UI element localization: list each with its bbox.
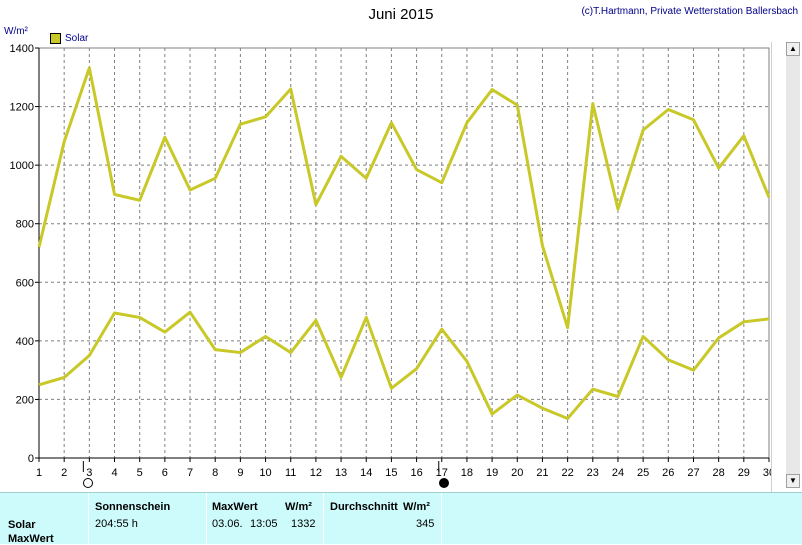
full-moon-icon [438, 478, 449, 488]
x-tick-label: 28 [713, 467, 725, 479]
sunshine-header: Sonnenschein [95, 501, 171, 513]
y-tick-label: 0 [28, 453, 34, 465]
y-tick-label: 800 [16, 219, 34, 231]
y-tick-label: 1200 [10, 102, 34, 114]
axes [35, 47, 770, 472]
x-tick-label: 25 [637, 467, 649, 479]
y-tick-label: 200 [16, 394, 34, 406]
x-tick-label: 14 [360, 467, 372, 479]
x-tick-label: 4 [111, 467, 117, 479]
chart-title: Juni 2015 [368, 6, 434, 23]
x-tick-label: 23 [587, 467, 599, 479]
x-tick-label: 24 [612, 467, 624, 479]
row-label-maxwert: MaxWert [8, 533, 54, 545]
grid-lines [39, 48, 769, 458]
y-tick-label: 1000 [10, 160, 34, 172]
x-tick-label: 10 [259, 467, 271, 479]
x-tick-label: 20 [511, 467, 523, 479]
scroll-track[interactable] [786, 56, 800, 474]
row-label-solar: Solar [8, 519, 36, 531]
x-tick-label: 7 [187, 467, 193, 479]
x-tick-label: 9 [237, 467, 243, 479]
avg-header: Durchschnitt [330, 501, 398, 513]
x-tick-label: 13 [335, 467, 347, 479]
x-tick-label: 15 [385, 467, 397, 479]
y-tick-label: 600 [16, 277, 34, 289]
x-tick-label: 27 [687, 467, 699, 479]
y-tick-label: 1400 [10, 43, 34, 55]
x-tick-label: 11 [285, 467, 296, 479]
scroll-down-button[interactable]: ▼ [786, 474, 800, 488]
scroll-up-button[interactable]: ▲ [786, 42, 800, 56]
max-unit: W/m² [285, 501, 312, 513]
max-time: 13:05 [250, 518, 278, 530]
vertical-scrollbar[interactable]: ▲ ▼ [771, 42, 802, 492]
max-header: MaxWert [212, 501, 258, 513]
x-tick-label: 21 [536, 467, 548, 479]
y-axis-unit: W/m² [4, 26, 28, 37]
x-tick-label: 1 [36, 467, 42, 479]
new-moon-icon [83, 478, 94, 488]
x-tick-label: 5 [137, 467, 143, 479]
sunshine-value: 204:55 h [95, 518, 138, 530]
legend-swatch [50, 33, 61, 44]
avg-unit: W/m² [403, 501, 430, 513]
legend-label: Solar [65, 33, 89, 44]
legend: Solar [50, 33, 88, 44]
x-tick-label: 22 [561, 467, 573, 479]
x-tick-label: 2 [61, 467, 67, 479]
x-tick-label: 12 [310, 467, 322, 479]
series-lines [37, 66, 771, 420]
max-value: 1332 [291, 518, 316, 530]
plot-area [38, 47, 770, 459]
series-line-max [37, 66, 771, 330]
copyright-text: (c)T.Hartmann, Private Wetterstation Bal… [581, 6, 798, 17]
max-date: 03.06. [212, 518, 243, 530]
x-tick-label: 6 [162, 467, 168, 479]
x-tick-label: 8 [212, 467, 218, 479]
x-tick-label: 19 [486, 467, 498, 479]
x-tick-label: 17 [436, 467, 448, 479]
x-tick-label: 29 [738, 467, 750, 479]
x-tick-label: 26 [662, 467, 674, 479]
x-tick-label: 16 [410, 467, 422, 479]
stats-panel: Solar MaxWert Sonnenschein 204:55 h MaxW… [0, 492, 802, 545]
avg-value: 345 [416, 518, 435, 530]
y-tick-label: 400 [16, 336, 34, 348]
x-tick-label: 18 [461, 467, 473, 479]
x-tick-label: 3 [86, 467, 92, 479]
series-line-mean [38, 310, 770, 420]
